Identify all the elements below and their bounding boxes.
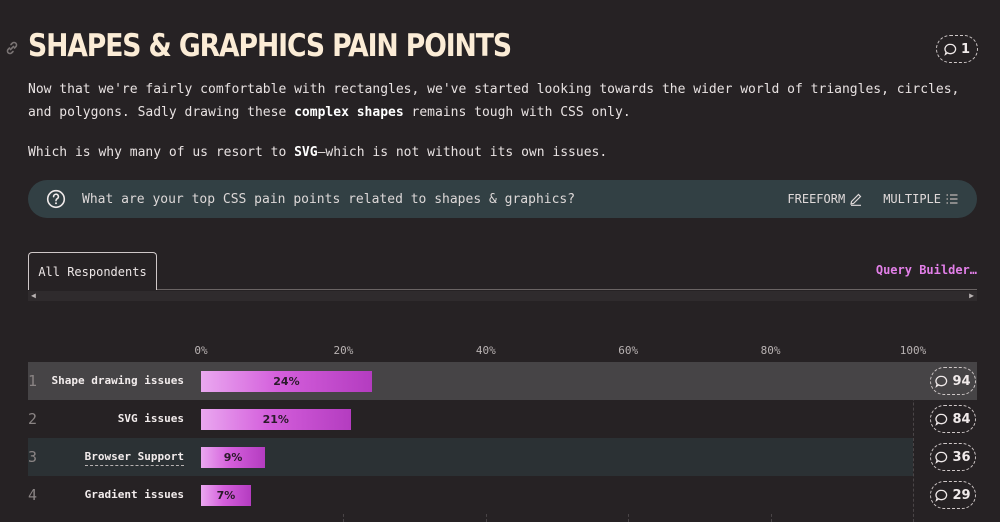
- bar[interactable]: [201, 447, 266, 468]
- row-background: [28, 362, 977, 400]
- row-rank: 2: [28, 410, 38, 428]
- comment-icon: [944, 43, 957, 56]
- bar[interactable]: [201, 485, 251, 506]
- bar[interactable]: [201, 409, 351, 430]
- axis-tick-label: 0%: [194, 344, 208, 357]
- section-comments-button[interactable]: 1: [936, 35, 978, 63]
- axis-tick-label: 20%: [333, 344, 354, 357]
- question-text: What are your top CSS pain points relate…: [82, 191, 576, 207]
- row-rank: 3: [28, 448, 38, 466]
- row-comments-button[interactable]: 36: [930, 443, 976, 471]
- bar-value-label: 24%: [273, 375, 300, 388]
- comment-count: 1: [960, 41, 971, 57]
- axis-tick-label: 40%: [475, 344, 496, 357]
- row-label: Gradient issues: [84, 488, 184, 501]
- comment-icon: [935, 451, 948, 464]
- axis-tick-label: 60%: [618, 344, 639, 357]
- intro-paragraph-1: Now that we're fairly comfortable with r…: [28, 82, 960, 120]
- multiple-indicator: MULTIPLE: [883, 192, 959, 206]
- chart-row[interactable]: 2 SVG issues 21% 84: [28, 400, 977, 438]
- comment-icon: [935, 489, 948, 502]
- comment-icon: [935, 375, 948, 388]
- list-icon: [946, 194, 958, 204]
- row-background: [28, 476, 913, 514]
- section-title: SHAPES & GRAPHICS PAIN POINTS: [28, 28, 512, 64]
- bar[interactable]: [201, 371, 372, 392]
- section-intro: Now that we're fairly comfortable with r…: [28, 78, 978, 181]
- row-comments-button[interactable]: 84: [930, 405, 976, 433]
- comment-count: 84: [952, 411, 971, 427]
- horizontal-scrollbar[interactable]: ◀ ▶: [28, 291, 977, 301]
- bar-value-label: 7%: [216, 489, 236, 502]
- comment-icon: [935, 413, 948, 426]
- gridline: [913, 362, 914, 522]
- tab-all-respondents[interactable]: All Respondents: [28, 252, 157, 290]
- help-circle-icon: [46, 189, 66, 209]
- freeform-indicator: FREEFORM: [787, 192, 863, 206]
- link-icon[interactable]: [4, 40, 20, 56]
- bar-value-label: 21%: [262, 413, 289, 426]
- intro-paragraph-2: Which is why many of us resort to SVG—wh…: [28, 145, 608, 160]
- pencil-icon: [850, 193, 862, 206]
- comment-count: 36: [952, 449, 971, 465]
- tab-divider: [28, 289, 977, 290]
- comment-count: 29: [952, 487, 971, 503]
- row-rank: 1: [28, 372, 38, 390]
- scroll-right-icon[interactable]: ▶: [969, 291, 974, 300]
- row-background: [28, 400, 913, 438]
- chart-row[interactable]: 3 Browser Support 9% 36: [28, 438, 977, 476]
- scroll-left-icon[interactable]: ◀: [31, 291, 36, 300]
- query-builder-link[interactable]: Query Builder…: [875, 263, 977, 277]
- row-background: [28, 438, 913, 476]
- bar-value-label: 9%: [223, 451, 243, 464]
- axis-tick-label: 80%: [760, 344, 781, 357]
- row-label: SVG issues: [117, 412, 184, 425]
- axis-tick-label: 100%: [899, 344, 927, 357]
- row-comments-button[interactable]: 94: [930, 367, 976, 395]
- question-bar: What are your top CSS pain points relate…: [28, 180, 977, 218]
- row-label: Shape drawing issues: [51, 374, 184, 387]
- comment-count: 94: [952, 373, 971, 389]
- row-label: Browser Support: [84, 438, 184, 476]
- row-rank: 4: [28, 486, 38, 504]
- row-comments-button[interactable]: 29: [930, 481, 976, 509]
- chart-row[interactable]: 1 Shape drawing issues 24% 94: [28, 362, 977, 400]
- chart-row[interactable]: 4 Gradient issues 7% 29: [28, 476, 977, 514]
